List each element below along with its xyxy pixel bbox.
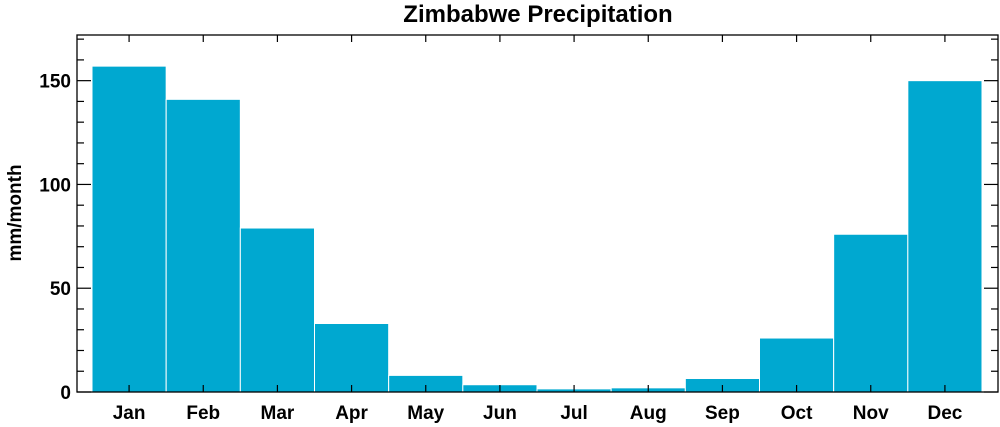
x-tick-labels: Jan Feb Mar Apr May Jun Jul Aug Sep Oct Nov Dec — [113, 403, 963, 424]
x-tick-label: Apr — [335, 403, 368, 424]
x-tick-label: Dec — [927, 403, 962, 424]
bar-nov — [833, 233, 909, 393]
y-tick-label: 50 — [50, 279, 71, 300]
ticks-group — [77, 35, 998, 393]
y-tick-label: 0 — [60, 383, 71, 404]
x-tick-label: Nov — [853, 403, 889, 424]
x-tick-label: May — [407, 403, 444, 424]
bar-jan — [91, 65, 167, 393]
bar-oct — [759, 337, 835, 393]
bar-dec — [907, 80, 983, 393]
bar-apr — [314, 323, 390, 393]
bar-mar — [239, 227, 315, 393]
y-tick-label: 150 — [39, 72, 71, 93]
plot-frame — [76, 34, 999, 393]
x-tick-label: Jan — [113, 403, 146, 424]
y-tick-labels: 0 50 100 150 — [39, 72, 71, 404]
x-tick-label: Feb — [186, 403, 220, 424]
x-tick-label: Oct — [781, 403, 813, 424]
x-tick-label: Jun — [483, 403, 517, 424]
bar-feb — [165, 98, 241, 393]
bars-group — [91, 65, 983, 393]
x-tick-label: Mar — [261, 403, 295, 424]
y-axis-label: mm/month — [5, 164, 26, 261]
x-tick-label: Aug — [630, 403, 667, 424]
x-tick-label: Sep — [705, 403, 740, 424]
x-tick-label: Jul — [560, 403, 587, 424]
chart-title: Zimbabwe Precipitation — [403, 1, 672, 28]
y-tick-label: 100 — [39, 175, 71, 196]
